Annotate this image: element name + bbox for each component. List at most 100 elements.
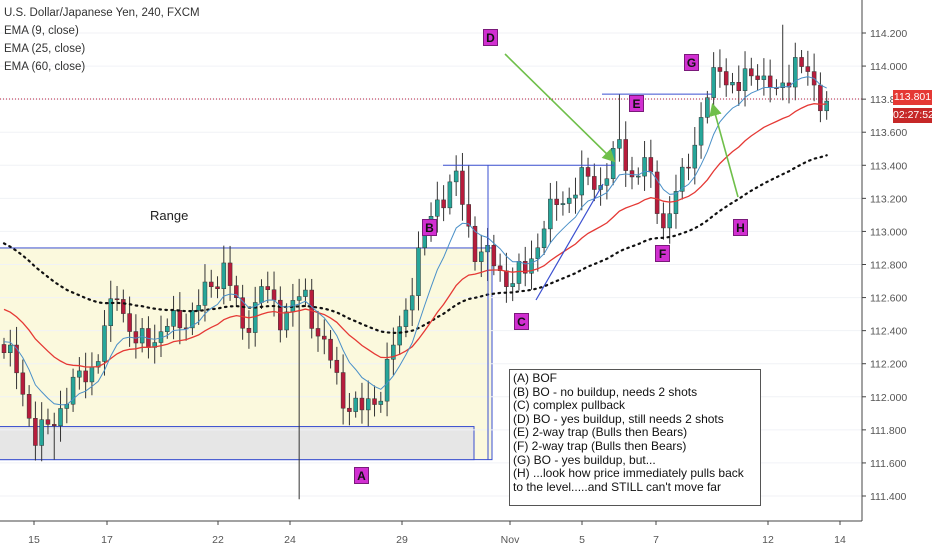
candle-body [347, 407, 352, 412]
y-tick-label: 112.400 [870, 326, 907, 338]
candle-body [328, 338, 333, 361]
candle-body [686, 166, 691, 169]
candle-body [108, 298, 114, 326]
candle-body [227, 262, 233, 286]
candle-body [654, 171, 660, 214]
candle-body [447, 181, 453, 209]
candle-body [441, 199, 446, 209]
candle-body [560, 203, 566, 205]
y-tick-label: 113.600 [870, 127, 907, 139]
candle-body [372, 398, 377, 405]
candle-body [340, 372, 346, 409]
arrow-d [504, 53, 616, 163]
candle-body [548, 198, 553, 230]
y-tick-label: 111.800 [870, 425, 907, 437]
label-c: C [514, 313, 529, 330]
candle-body [1, 344, 7, 353]
candle-body [309, 289, 314, 329]
y-tick-label: 112.000 [870, 392, 907, 404]
range-floor-box [0, 426, 475, 461]
note-line: (B) BO - no buildup, needs 2 shots [513, 384, 698, 399]
label-d: D [483, 29, 498, 46]
candle-body [755, 75, 760, 80]
ema-lines [2, 76, 828, 406]
candle-body [14, 344, 19, 374]
candle-body [780, 82, 785, 89]
range-label: Range [150, 208, 189, 223]
candle-body [711, 67, 716, 98]
x-tick-label: 29 [396, 534, 408, 546]
notes-box: (A) BOF (B) BO - no buildup, needs 2 sho… [509, 369, 761, 506]
candle-body [730, 82, 735, 86]
note-line: (C) complex pullback [513, 398, 626, 413]
candle-body [585, 167, 591, 177]
indicator-ema-60[interactable]: EMA (60, close) [4, 61, 86, 73]
candle-body [284, 311, 289, 331]
candle-body [403, 309, 409, 327]
candle-body [717, 67, 723, 72]
candle-body [83, 370, 88, 383]
candle-body [604, 178, 610, 186]
y-tick-label: 114.000 [870, 61, 907, 73]
candle-body [673, 191, 679, 214]
candle-body [202, 281, 208, 306]
candle-body [271, 289, 277, 301]
label-g: G [684, 54, 699, 71]
candle-body [453, 170, 459, 183]
candle-body [522, 261, 528, 274]
ema-9-line [3, 76, 827, 406]
candle-body [171, 310, 176, 327]
x-tick-label: 15 [28, 534, 40, 546]
candle-body [278, 299, 283, 331]
candle-body [33, 418, 38, 446]
candle-body [793, 57, 798, 88]
candle-body [26, 394, 32, 419]
note-line: to the level.....and STILL can't move fa… [513, 479, 721, 494]
arrow-h [709, 102, 739, 198]
candle-body [384, 359, 390, 402]
candle-body [698, 117, 704, 146]
candle-body [761, 75, 767, 80]
candle-body [359, 397, 365, 411]
countdown-tag: 02:27:52 [893, 108, 932, 123]
x-tick-label: 14 [834, 534, 846, 546]
label-a: A [354, 467, 369, 484]
candle-body [466, 204, 471, 227]
chart-title: U.S. Dollar/Japanese Yen, 240, FXCM [4, 7, 200, 19]
candle-body [767, 75, 773, 88]
y-tick-label: 114.200 [870, 28, 907, 40]
label-b: B [422, 219, 437, 236]
candle-body [736, 82, 742, 91]
candle-body [51, 424, 57, 427]
indicator-ema-25[interactable]: EMA (25, close) [4, 43, 86, 55]
candle-body [208, 281, 214, 288]
candle-body [234, 285, 239, 298]
candle-body [491, 244, 497, 267]
candle-body [661, 213, 666, 229]
candle-body [265, 286, 271, 290]
candle-body [705, 97, 710, 118]
candle-body [114, 298, 120, 300]
candle-body [240, 297, 245, 329]
candle-body [497, 265, 503, 271]
indicator-ema-9[interactable]: EMA (9, close) [4, 25, 79, 37]
candle-body [692, 144, 698, 169]
range-box [0, 247, 493, 461]
candle-body [334, 359, 340, 373]
current-price-tag: 113.801 [893, 90, 932, 105]
candle-body [39, 419, 44, 446]
candle-body [89, 366, 95, 383]
candle-body [723, 71, 729, 86]
candle-body [246, 327, 252, 333]
candle-body [617, 139, 622, 149]
candle-body [196, 305, 201, 311]
label-h: H [733, 219, 748, 236]
candle-body [504, 270, 509, 287]
candle-body [805, 66, 811, 72]
x-tick-label: 24 [284, 534, 296, 546]
candle-body [479, 251, 484, 262]
candle-body [435, 199, 440, 217]
candle-body [177, 310, 183, 329]
candle-body [259, 286, 264, 303]
